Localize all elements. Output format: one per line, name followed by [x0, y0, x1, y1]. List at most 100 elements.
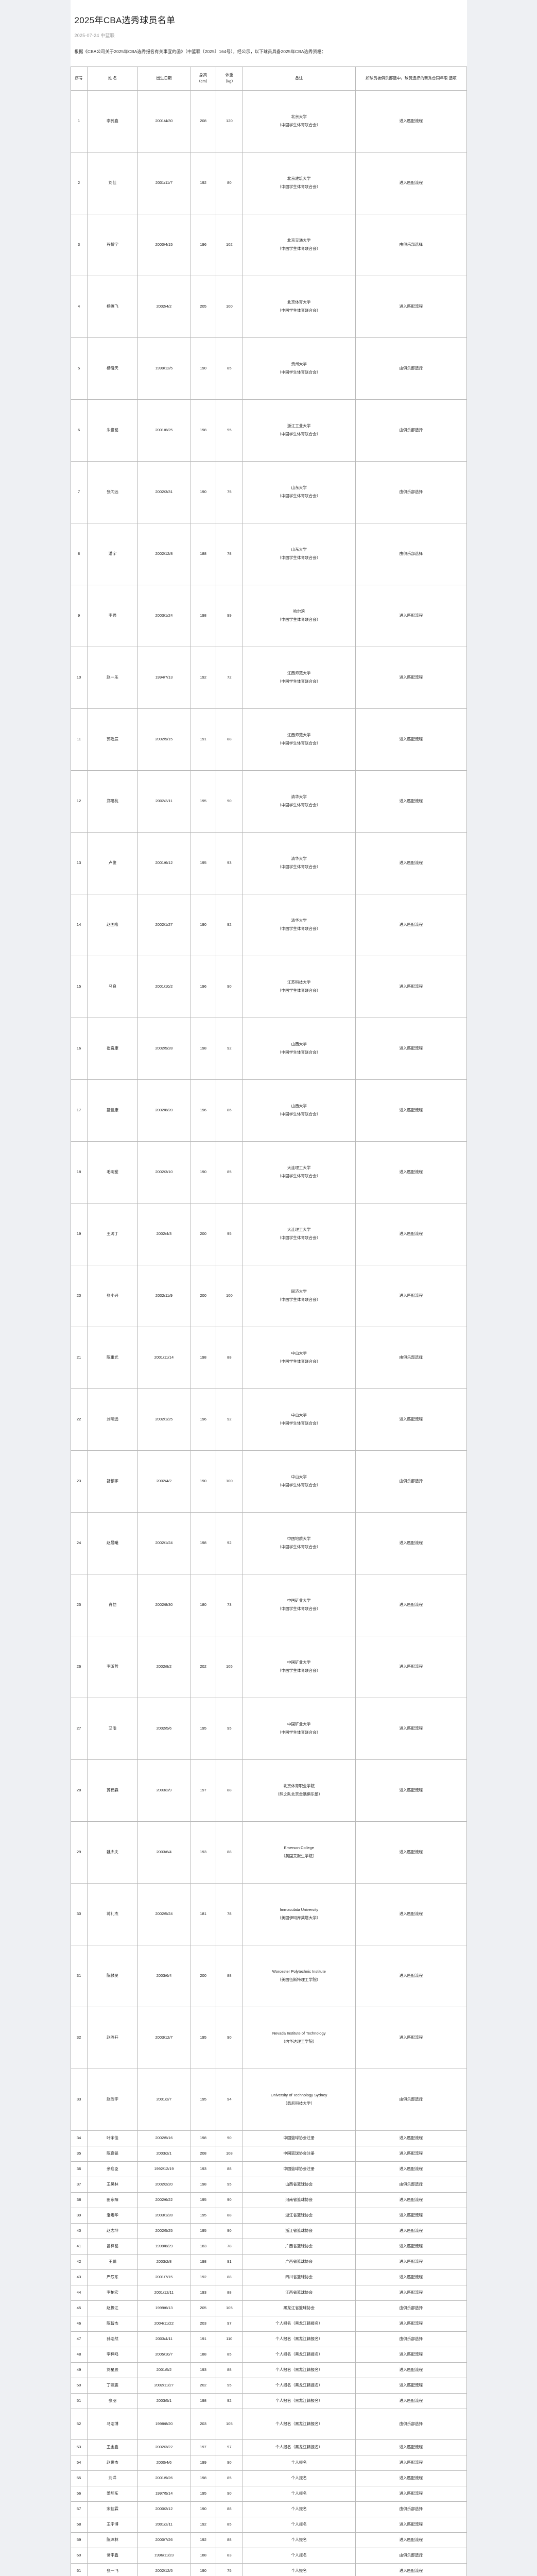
table-row: 60 常宇鑫 1996/11/23 188 83 个人报名 由俱乐部选择 [70, 2547, 467, 2564]
cell-index: 29 [70, 1821, 88, 1884]
cell-note: 贵州大学 （中国学生体育联合会） [242, 337, 356, 400]
cell-name: 张朋 [86, 2393, 138, 2409]
cell-name: 刘星辰 [86, 2362, 138, 2378]
cell-index: 14 [70, 893, 88, 956]
cell-note: 哈尔滨 （中国学生体育联合会） [242, 584, 356, 647]
cell-index: 26 [70, 1635, 88, 1698]
cell-dob: 2002/5/28 [137, 1017, 190, 1080]
note-organization: 山西大学 [291, 1042, 307, 1047]
cell-index: 46 [70, 2315, 88, 2332]
cell-index: 11 [70, 708, 88, 771]
cell-weight: 78 [216, 522, 243, 585]
cell-name: 崔奇康 [86, 1017, 138, 1080]
table-row: 9 李强 2003/1/24 198 99 哈尔滨 （中国学生体育联合会） 进入匹配流程 [70, 584, 467, 647]
cell-weight: 102 [216, 213, 243, 276]
cell-name: 李梓鸣 [86, 2346, 138, 2363]
cell-name: 王昊林 [86, 2176, 138, 2193]
cell-height: 195 [189, 2192, 217, 2208]
note-organization: 北京体育职业学院 [283, 1784, 315, 1789]
note-organization: 中国矿业大学 [287, 1660, 311, 1665]
table-row: 20 张小兴 2002/11/9 200 100 同济大学 （中国学生体育联合会） 进入匹配流… [70, 1264, 467, 1327]
cell-height: 195 [189, 2068, 217, 2131]
cell-dob: 2001/6/12 [137, 832, 190, 894]
note-sub-organization: （中国学生体育联合会） [277, 494, 321, 499]
cell-weight: 92 [216, 893, 243, 956]
cell-contract-option: 由俱乐部选择 [355, 2300, 467, 2316]
cell-note: 个人报名（黑龙江籍报名） [242, 2315, 356, 2332]
cell-index: 12 [70, 770, 88, 833]
cell-note: 北京体育大学 （中国学生体育联合会） [242, 275, 356, 338]
cell-contract-option: 由俱乐部选择 [355, 1326, 467, 1389]
table-row: 61 张一飞 2002/12/5 190 75 个人报名 进入匹配流程 [70, 2563, 467, 2576]
cell-note: 山西省篮球协会 [242, 2176, 356, 2193]
cell-name: 吕梓铭 [86, 2238, 138, 2255]
cell-index: 10 [70, 646, 88, 709]
table-header-row: 序号 姓 名 出生日期 身高 （cm） 体重 （kg） 备注 如球员被俱乐部选中… [70, 66, 467, 91]
cell-weight: 100 [216, 1264, 243, 1327]
cell-height: 183 [189, 2238, 217, 2255]
table-row: 46 陈智杰 2004/11/22 203 97 个人报名（黑龙江籍报名） 进入匹配流程 [70, 2315, 467, 2332]
cell-index: 58 [70, 2516, 88, 2533]
note-organization: 个人报名 [291, 2522, 307, 2527]
cell-note: 山东大学 （中国学生体育联合会） [242, 522, 356, 585]
note-organization: 中山大学 [291, 1351, 307, 1356]
note-organization: 贵州大学 [291, 362, 307, 367]
table-row: 17 聂佳康 2002/8/20 196 86 山西大学 （中国学生体育联合会） 进入匹配流程 [70, 1079, 467, 1142]
table-row: 59 陈泽林 2000/7/26 192 88 个人报名 进入匹配流程 [70, 2532, 467, 2548]
cell-dob: 1998/8/20 [137, 2408, 190, 2440]
cell-note: 北京体育职业学院 （熊之队北京金隅俱乐部） [242, 1759, 356, 1822]
cell-contract-option: 进入匹配流程 [355, 2238, 467, 2255]
cell-dob: 2001/11/7 [137, 151, 190, 214]
cell-index: 17 [70, 1079, 88, 1142]
cell-contract-option: 进入匹配流程 [355, 2145, 467, 2162]
note-organization: 江西师范大学 [287, 671, 311, 676]
table-row: 32 赵胜开 2003/12/7 195 90 Nevada Institute of T… [70, 2006, 467, 2069]
cell-name: 叶宇佳 [86, 2130, 138, 2146]
cell-note: 广西省篮球协会 [242, 2238, 356, 2255]
note-organization: 浙江省篮球协会 [285, 2213, 313, 2218]
cell-name: 王鹏 [86, 2253, 138, 2270]
cell-height: 193 [189, 2284, 217, 2301]
cell-contract-option: 进入匹配流程 [355, 2006, 467, 2069]
cell-dob: 2001/2/7 [137, 2068, 190, 2131]
cell-weight: 88 [216, 2284, 243, 2301]
cell-contract-option: 进入匹配流程 [355, 2454, 467, 2471]
table-row: 14 赵国隆 2002/1/27 190 92 清华大学 （中国学生体育联合会） 进入匹配流程 [70, 893, 467, 956]
cell-note: Emerson College （美国艾默生学院） [242, 1821, 356, 1884]
cell-dob: 2002/4/2 [137, 1450, 190, 1513]
cell-dob: 2002/4/3 [137, 1202, 190, 1265]
table-row: 44 李柏宏 2001/12/11 193 88 江西省篮球协会 进入匹配流程 [70, 2284, 467, 2301]
cell-height: 193 [189, 2362, 217, 2378]
table-row: 42 王鹏 2003/2/8 198 91 广西省篮球协会 进入匹配流程 [70, 2253, 467, 2270]
cell-index: 5 [70, 337, 88, 400]
cell-name: 张闻远 [86, 461, 138, 523]
cell-dob: 2002/8/2 [137, 1635, 190, 1698]
cell-name: 陈麟昊 [86, 1944, 138, 2007]
note-organization: 山西大学 [291, 1104, 307, 1109]
note-sub-organization: （中国学生体育联合会） [277, 555, 321, 561]
cell-name: 丁翊宸 [86, 2377, 138, 2394]
table-row: 36 余启臣 1992/12/19 193 88 中国篮球协会注册 进入匹配流程 [70, 2161, 467, 2177]
cell-index: 57 [70, 2501, 88, 2517]
column-header-height: 身高 （cm） [189, 66, 217, 91]
note-organization: 个人报名（黑龙江籍报名） [275, 2352, 323, 2357]
note-organization: 中国矿业大学 [287, 1598, 311, 1603]
cell-note: 清华大学 （中国学生体育联合会） [242, 893, 356, 956]
cell-name: 赵国隆 [86, 893, 138, 956]
article-header: 2025年CBA选秀球员名单 2025-07-24 中篮联 根据《CBA公司关于… [71, 14, 467, 56]
cell-height: 200 [189, 1202, 217, 1265]
cell-name: 陈嘉铭 [86, 2145, 138, 2162]
cell-height: 195 [189, 770, 217, 833]
note-organization: 广西省篮球协会 [285, 2259, 313, 2264]
cell-height: 195 [189, 832, 217, 894]
note-sub-organization: （中国学生体育联合会） [277, 1668, 321, 1673]
cell-note: 中国篮球协会注册 [242, 2145, 356, 2162]
cell-height: 198 [189, 399, 217, 462]
note-sub-organization: （美国伍斯特理工学院） [277, 1977, 321, 1982]
cell-note: 个人报名（黑龙江籍报名） [242, 2377, 356, 2394]
cell-index: 21 [70, 1326, 88, 1389]
cell-height: 198 [189, 2470, 217, 2486]
cell-height: 200 [189, 1264, 217, 1327]
table-row: 15 马良 2001/10/2 196 90 江苏科技大学 （中国学生体育联合会） 进入匹配流… [70, 955, 467, 1018]
note-organization: 个人报名（黑龙江籍报名） [275, 2367, 323, 2372]
